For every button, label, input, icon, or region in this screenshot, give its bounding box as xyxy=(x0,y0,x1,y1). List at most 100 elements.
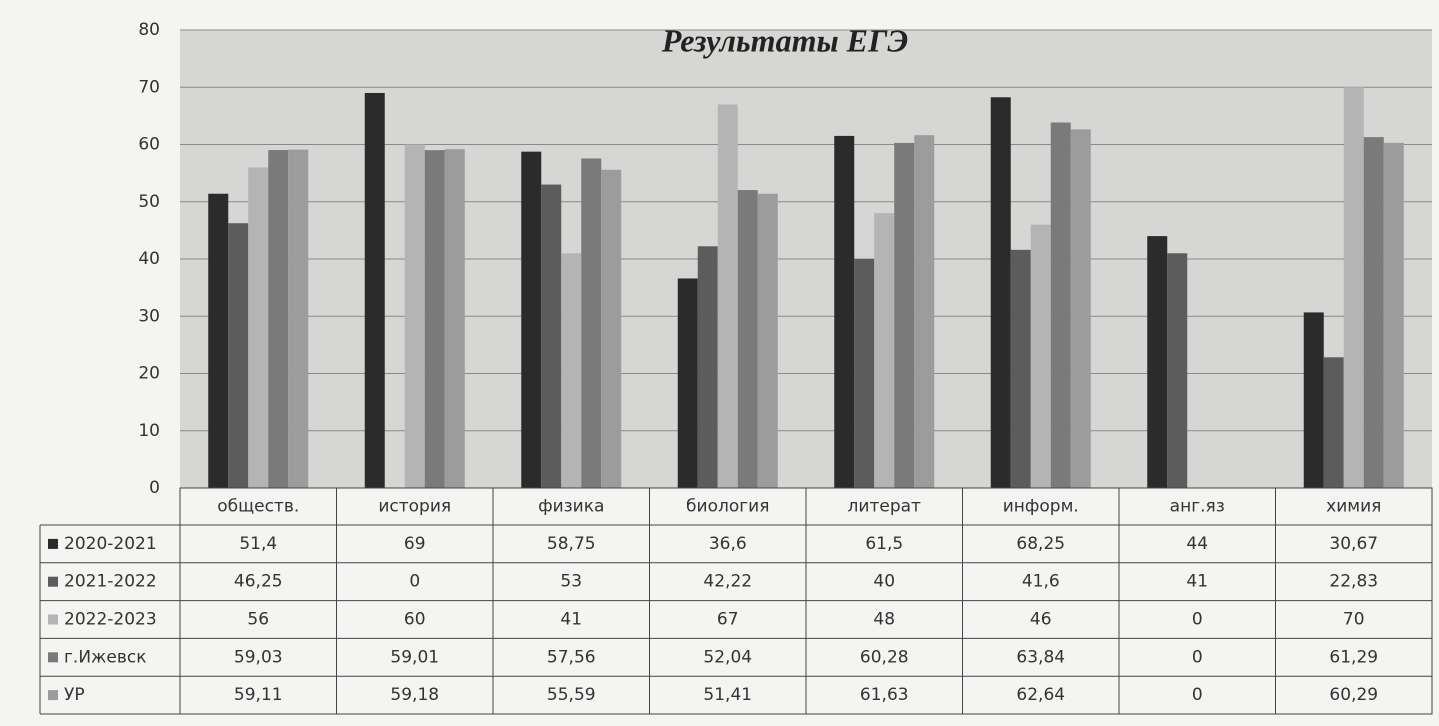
data-label: 51,41 xyxy=(703,685,752,705)
data-label: 63,84 xyxy=(1016,647,1065,667)
bar xyxy=(1363,137,1384,488)
data-label: 57,56 xyxy=(547,647,596,667)
data-label: 59,18 xyxy=(390,685,439,705)
bar xyxy=(248,167,269,488)
bar xyxy=(364,92,385,488)
data-label: 60 xyxy=(404,610,426,630)
data-label: 67 xyxy=(717,610,739,630)
bar xyxy=(424,150,445,488)
bar xyxy=(757,193,778,489)
data-label: 55,59 xyxy=(547,685,596,705)
bar xyxy=(561,253,582,488)
data-label: 40 xyxy=(873,572,895,592)
bar xyxy=(208,193,229,489)
x-tick-label: история xyxy=(378,497,451,517)
data-label: 52,04 xyxy=(703,647,752,667)
data-label: 53 xyxy=(560,572,582,592)
x-tick-label: обществ. xyxy=(217,497,299,517)
data-label: 61,63 xyxy=(860,685,909,705)
bar xyxy=(854,259,875,488)
legend-swatch xyxy=(48,538,58,549)
bar xyxy=(717,104,738,489)
legend-swatch xyxy=(48,652,58,663)
data-label: 48 xyxy=(873,610,895,630)
data-label: 61,29 xyxy=(1329,647,1378,667)
bar xyxy=(444,149,465,488)
bar xyxy=(521,151,542,488)
data-label: 0 xyxy=(409,572,420,592)
bar xyxy=(990,97,1011,489)
bar xyxy=(1167,253,1188,488)
y-tick-label: 70 xyxy=(138,77,160,97)
data-label: 56 xyxy=(247,610,269,630)
data-label: 41 xyxy=(560,610,582,630)
bar xyxy=(874,213,895,488)
y-tick-label: 80 xyxy=(138,20,160,40)
legend-label: г.Ижевск xyxy=(64,647,146,667)
legend-label: 2021-2022 xyxy=(64,572,157,592)
data-label: 46,25 xyxy=(234,572,283,592)
data-label: 59,11 xyxy=(234,685,283,705)
data-label: 59,03 xyxy=(234,647,283,667)
y-tick-label: 50 xyxy=(138,192,160,212)
data-label: 0 xyxy=(1192,610,1203,630)
bar xyxy=(1303,312,1324,488)
data-label: 0 xyxy=(1192,685,1203,705)
y-tick-label: 40 xyxy=(138,249,160,269)
y-tick-label: 10 xyxy=(138,421,160,441)
bar xyxy=(1383,142,1404,488)
bar xyxy=(1030,224,1051,488)
data-label: 68,25 xyxy=(1016,534,1065,554)
data-label: 51,4 xyxy=(239,534,277,554)
bar xyxy=(1343,87,1364,488)
bar xyxy=(697,246,718,488)
legend-label: 2022-2023 xyxy=(64,610,157,630)
data-label: 58,75 xyxy=(547,534,596,554)
data-label: 46 xyxy=(1030,610,1052,630)
y-tick-label: 0 xyxy=(149,478,160,498)
data-label: 36,6 xyxy=(709,534,747,554)
bar xyxy=(1323,357,1344,488)
x-tick-label: анг.яз xyxy=(1170,497,1225,517)
data-label: 60,29 xyxy=(1329,685,1378,705)
y-tick-label: 60 xyxy=(138,135,160,155)
data-label: 30,67 xyxy=(1329,534,1378,554)
data-label: 59,01 xyxy=(390,647,439,667)
bar xyxy=(894,142,915,488)
legend-swatch xyxy=(48,690,58,701)
data-label: 22,83 xyxy=(1329,572,1378,592)
bar xyxy=(834,135,855,488)
data-label: 42,22 xyxy=(703,572,752,592)
bar xyxy=(677,278,698,488)
y-tick-label: 30 xyxy=(138,306,160,326)
legend-label: 2020-2021 xyxy=(64,534,157,554)
bar xyxy=(1147,236,1168,488)
x-tick-label: литерат xyxy=(848,497,921,517)
x-tick-label: биология xyxy=(686,497,769,517)
bar xyxy=(404,144,425,488)
y-tick-label: 20 xyxy=(138,364,160,384)
data-label: 61,5 xyxy=(865,534,903,554)
data-label: 70 xyxy=(1343,610,1365,630)
legend-swatch xyxy=(48,576,58,587)
bar xyxy=(1070,129,1091,489)
bar xyxy=(601,169,622,488)
x-tick-label: информ. xyxy=(1003,497,1079,517)
data-label: 41,6 xyxy=(1022,572,1060,592)
x-tick-label: химия xyxy=(1326,497,1381,517)
data-label: 0 xyxy=(1192,647,1203,667)
bar xyxy=(288,149,309,488)
legend-swatch xyxy=(48,614,58,625)
chart-title: Результаты ЕГЭ xyxy=(661,22,908,58)
legend-label: УР xyxy=(64,685,85,705)
data-label: 62,64 xyxy=(1016,685,1065,705)
data-label: 69 xyxy=(404,534,426,554)
x-tick-label: физика xyxy=(538,497,604,517)
data-label: 41 xyxy=(1186,572,1208,592)
bar xyxy=(737,190,758,489)
bar xyxy=(541,184,562,488)
bar xyxy=(268,150,289,488)
bar xyxy=(1010,249,1031,488)
bar xyxy=(581,158,602,488)
